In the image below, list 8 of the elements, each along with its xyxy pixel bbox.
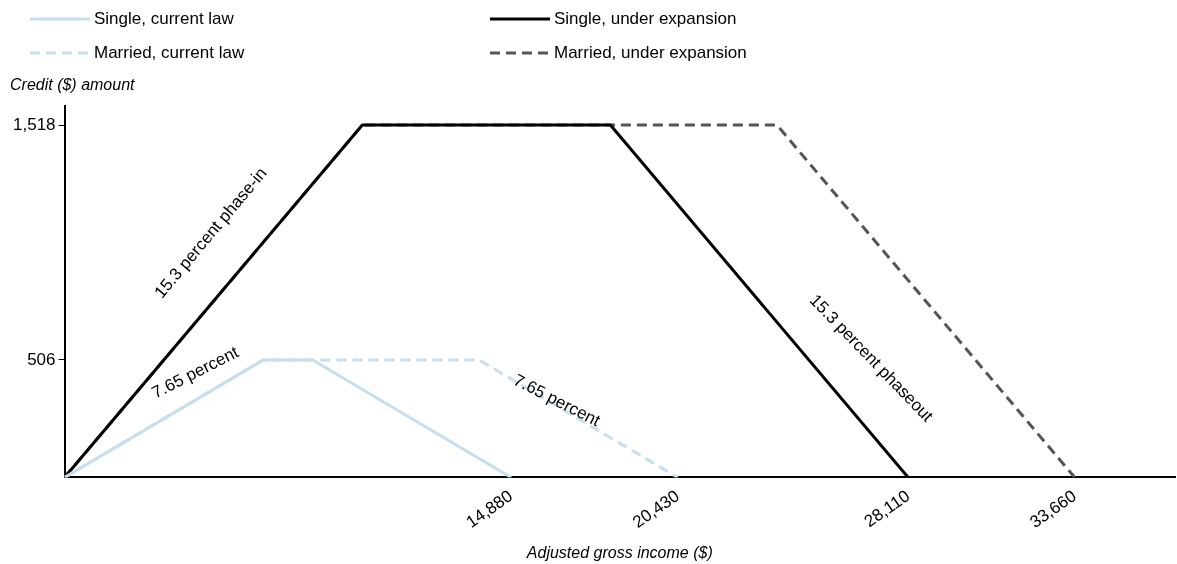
legend-label: Single, under expansion [554, 9, 737, 29]
legend-label: Married, current law [94, 43, 245, 63]
y-axis-title: Credit ($) amount [10, 76, 136, 94]
legend-label: Married, under expansion [554, 43, 747, 63]
y-tick-label: 1,518 [12, 114, 56, 134]
y-tick-label: 506 [27, 349, 56, 369]
x-axis-title: Adjusted gross income ($) [525, 544, 713, 562]
legend-label: Single, current law [94, 9, 234, 29]
